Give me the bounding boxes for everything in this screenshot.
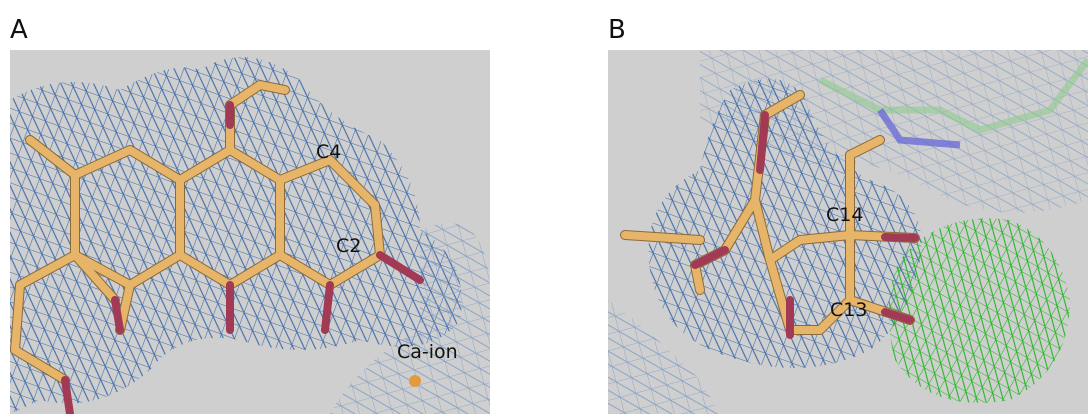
ion-label: Ca-ion <box>397 341 458 363</box>
panel-label: A <box>10 15 28 45</box>
atom-label: C13 <box>830 299 867 321</box>
panel-image <box>608 50 1088 414</box>
atom-label: C14 <box>826 204 863 226</box>
figure: A C4 C2 Ca-ion B C14 C13 <box>0 0 1088 414</box>
atom-label: C4 <box>316 141 341 163</box>
atom-label: C2 <box>336 235 361 257</box>
panel-label: B <box>608 15 626 45</box>
